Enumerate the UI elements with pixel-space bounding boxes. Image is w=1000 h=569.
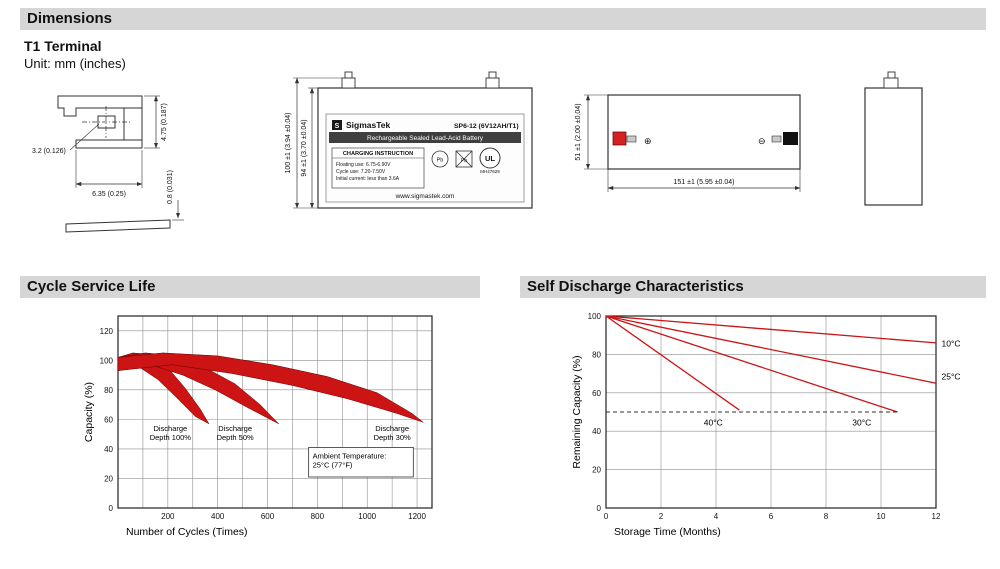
- cycle-service-life-chart: 200 400 600 800 1000 1200 0 20 40 60 80 100 120 Disch…: [30, 304, 460, 561]
- svg-text:100: 100: [100, 356, 114, 365]
- chart-canvas: 0 2 4 6 8 10 12 0 20 40 60 80 100 10°C 25°C 30°C 40°C Sto…: [571, 312, 961, 538]
- svg-text:Pb: Pb: [461, 158, 467, 164]
- positive-blade: [626, 135, 637, 143]
- chart-canvas: 200 400 600 800 1000 1200 0 20 40 60 80 100 120 Disch…: [83, 315, 433, 538]
- charging-line-2: Cycle use: 7.20-7.50V: [336, 169, 386, 175]
- ul-code: MH47629: [480, 169, 500, 174]
- dim-case-height-label: 94 ±1 (3.70 ±0.04): [301, 119, 308, 176]
- svg-text:120: 120: [100, 327, 114, 336]
- svg-text:60: 60: [592, 389, 601, 398]
- cycle-service-life-title: Cycle Service Life: [27, 278, 156, 295]
- negative-blade: [771, 135, 782, 143]
- svg-text:80: 80: [104, 386, 113, 395]
- svg-text:Number of Cycles (Times): Number of Cycles (Times): [126, 526, 248, 538]
- self-discharge-title: Self Discharge Characteristics: [527, 278, 744, 295]
- front-view-dim-lines: [293, 77, 342, 209]
- svg-text:600: 600: [261, 512, 275, 521]
- svg-text:20: 20: [104, 474, 113, 483]
- svg-text:Discharge: Discharge: [218, 424, 252, 433]
- svg-text:UL: UL: [485, 154, 495, 163]
- section-header-cycle-service-life: Cycle Service Life: [20, 276, 480, 298]
- negative-terminal-symbol: ⊖: [758, 136, 766, 146]
- svg-text:1200: 1200: [408, 512, 426, 521]
- terminal-strip: [65, 219, 171, 233]
- charging-line-1: Floating use: 6.75-6.90V: [336, 162, 391, 168]
- side-view-dim-lines: [584, 94, 801, 192]
- section-header-dimensions: Dimensions: [20, 8, 986, 30]
- self-discharge-chart: 0 2 4 6 8 10 12 0 20 40 60 80 100 10°C 25°C 30°C 40°C Sto…: [520, 304, 990, 561]
- svg-text:80: 80: [592, 350, 601, 359]
- svg-text:40°C: 40°C: [704, 417, 723, 427]
- dim-terminal-width-label: 6.35 (0.25): [92, 191, 126, 198]
- dim-overall-height-label: 100 ±1 (3.94 ±0.04): [285, 112, 292, 173]
- battery-end-view: [864, 71, 923, 206]
- svg-text:Ambient Temperature:: Ambient Temperature:: [313, 451, 387, 460]
- svg-text:200: 200: [161, 512, 175, 521]
- pb-bin-icon: Pb: [455, 150, 473, 168]
- battery-front-view: S SigmasTek SP6-12 (6V12AH/T1) Rechargea…: [285, 71, 533, 209]
- negative-terminal-black: [783, 132, 798, 145]
- brand-logo-mark: S: [335, 123, 340, 130]
- svg-text:800: 800: [311, 512, 325, 521]
- ul-mark-icon: UL MH47629: [479, 147, 501, 174]
- website-label: www.sigmastek.com: [395, 193, 455, 200]
- svg-text:40: 40: [104, 445, 113, 454]
- dimension-drawings: 4.75 (0.187) 3.2 (0.126) 6.35 (0.25) 0.8…: [32, 71, 923, 233]
- svg-text:Depth 30%: Depth 30%: [374, 433, 411, 442]
- svg-text:25°C: 25°C: [942, 371, 961, 381]
- svg-text:10°C: 10°C: [942, 339, 961, 349]
- positive-terminal-red: [612, 131, 627, 146]
- charging-line-3: Initial current: less than 3.6A: [336, 176, 400, 182]
- svg-text:10: 10: [877, 512, 886, 521]
- dimensions-title: Dimensions: [27, 10, 113, 27]
- svg-text:0: 0: [604, 512, 609, 521]
- svg-text:8: 8: [824, 512, 829, 521]
- svg-text:Depth 50%: Depth 50%: [217, 433, 254, 442]
- front-terminals: [341, 71, 500, 89]
- dim-terminal-height-label: 4.75 (0.187): [161, 103, 168, 141]
- battery-type-label: Rechargeable Sealed Lead-Acid Battery: [367, 135, 484, 142]
- svg-text:6: 6: [769, 512, 774, 521]
- svg-text:Depth 100%: Depth 100%: [150, 433, 192, 442]
- model-label: SP6-12 (6V12AH/T1): [454, 123, 519, 130]
- svg-text:1000: 1000: [358, 512, 376, 521]
- dim-side-length-label: 151 ±1 (5.95 ±0.04): [673, 179, 734, 186]
- brand-name: SigmasTek: [346, 120, 391, 130]
- svg-text:Pb: Pb: [437, 158, 444, 164]
- svg-text:400: 400: [211, 512, 225, 521]
- positive-terminal-symbol: ⊕: [644, 136, 652, 146]
- charging-title: CHARGING INSTRUCTION: [343, 151, 413, 157]
- svg-text:Capacity (%): Capacity (%): [83, 382, 95, 442]
- svg-text:4: 4: [714, 512, 719, 521]
- section-header-self-discharge: Self Discharge Characteristics: [520, 276, 986, 298]
- svg-text:40: 40: [592, 427, 601, 436]
- svg-text:0: 0: [597, 504, 602, 513]
- svg-text:20: 20: [592, 466, 601, 475]
- terminal-detail-drawing: [57, 95, 184, 233]
- svg-text:100: 100: [588, 312, 602, 321]
- svg-text:Storage Time (Months): Storage Time (Months): [614, 526, 721, 538]
- battery-side-view: ⊕ ⊖ 51 ±1 (2.00 ±0.04) 151 ±1 (5.95 ±0.0…: [575, 94, 801, 192]
- brand-logo: [332, 120, 342, 130]
- svg-text:60: 60: [104, 415, 113, 424]
- svg-text:25°C (77°F): 25°C (77°F): [313, 460, 353, 469]
- terminal-type-title: T1 Terminal: [24, 38, 102, 54]
- svg-text:12: 12: [932, 512, 941, 521]
- svg-text:Remaining Capacity (%): Remaining Capacity (%): [571, 355, 583, 468]
- dim-terminal-thickness-label: 0.8 (0.031): [167, 170, 174, 204]
- svg-text:2: 2: [659, 512, 664, 521]
- svg-text:0: 0: [109, 504, 114, 513]
- pb-recycle-icon: Pb: [431, 150, 449, 168]
- dim-terminal-slot-label: 3.2 (0.126): [32, 148, 66, 155]
- type-bar: [329, 132, 521, 143]
- svg-text:Discharge: Discharge: [153, 424, 187, 433]
- svg-text:Discharge: Discharge: [375, 424, 409, 433]
- dim-side-height-label: 51 ±1 (2.00 ±0.04): [575, 103, 582, 160]
- svg-text:30°C: 30°C: [852, 417, 871, 427]
- charging-instruction-box: CHARGING INSTRUCTION Floating use: 6.75-…: [331, 147, 425, 189]
- unit-note: Unit: mm (inches): [24, 56, 126, 71]
